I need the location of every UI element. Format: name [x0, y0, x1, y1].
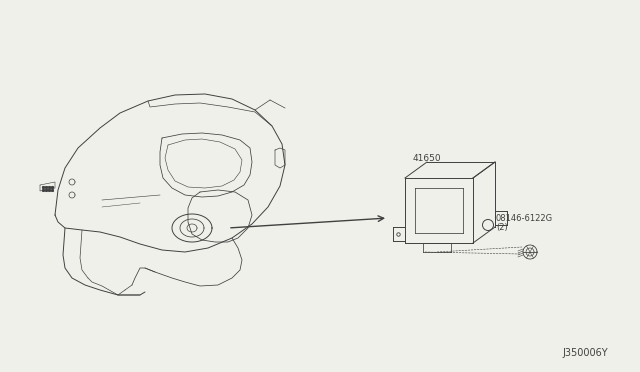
Text: J350006Y: J350006Y — [563, 348, 608, 358]
Text: 41650: 41650 — [413, 154, 442, 163]
Text: 08146-6122G: 08146-6122G — [496, 214, 553, 223]
Text: (2): (2) — [496, 223, 508, 232]
